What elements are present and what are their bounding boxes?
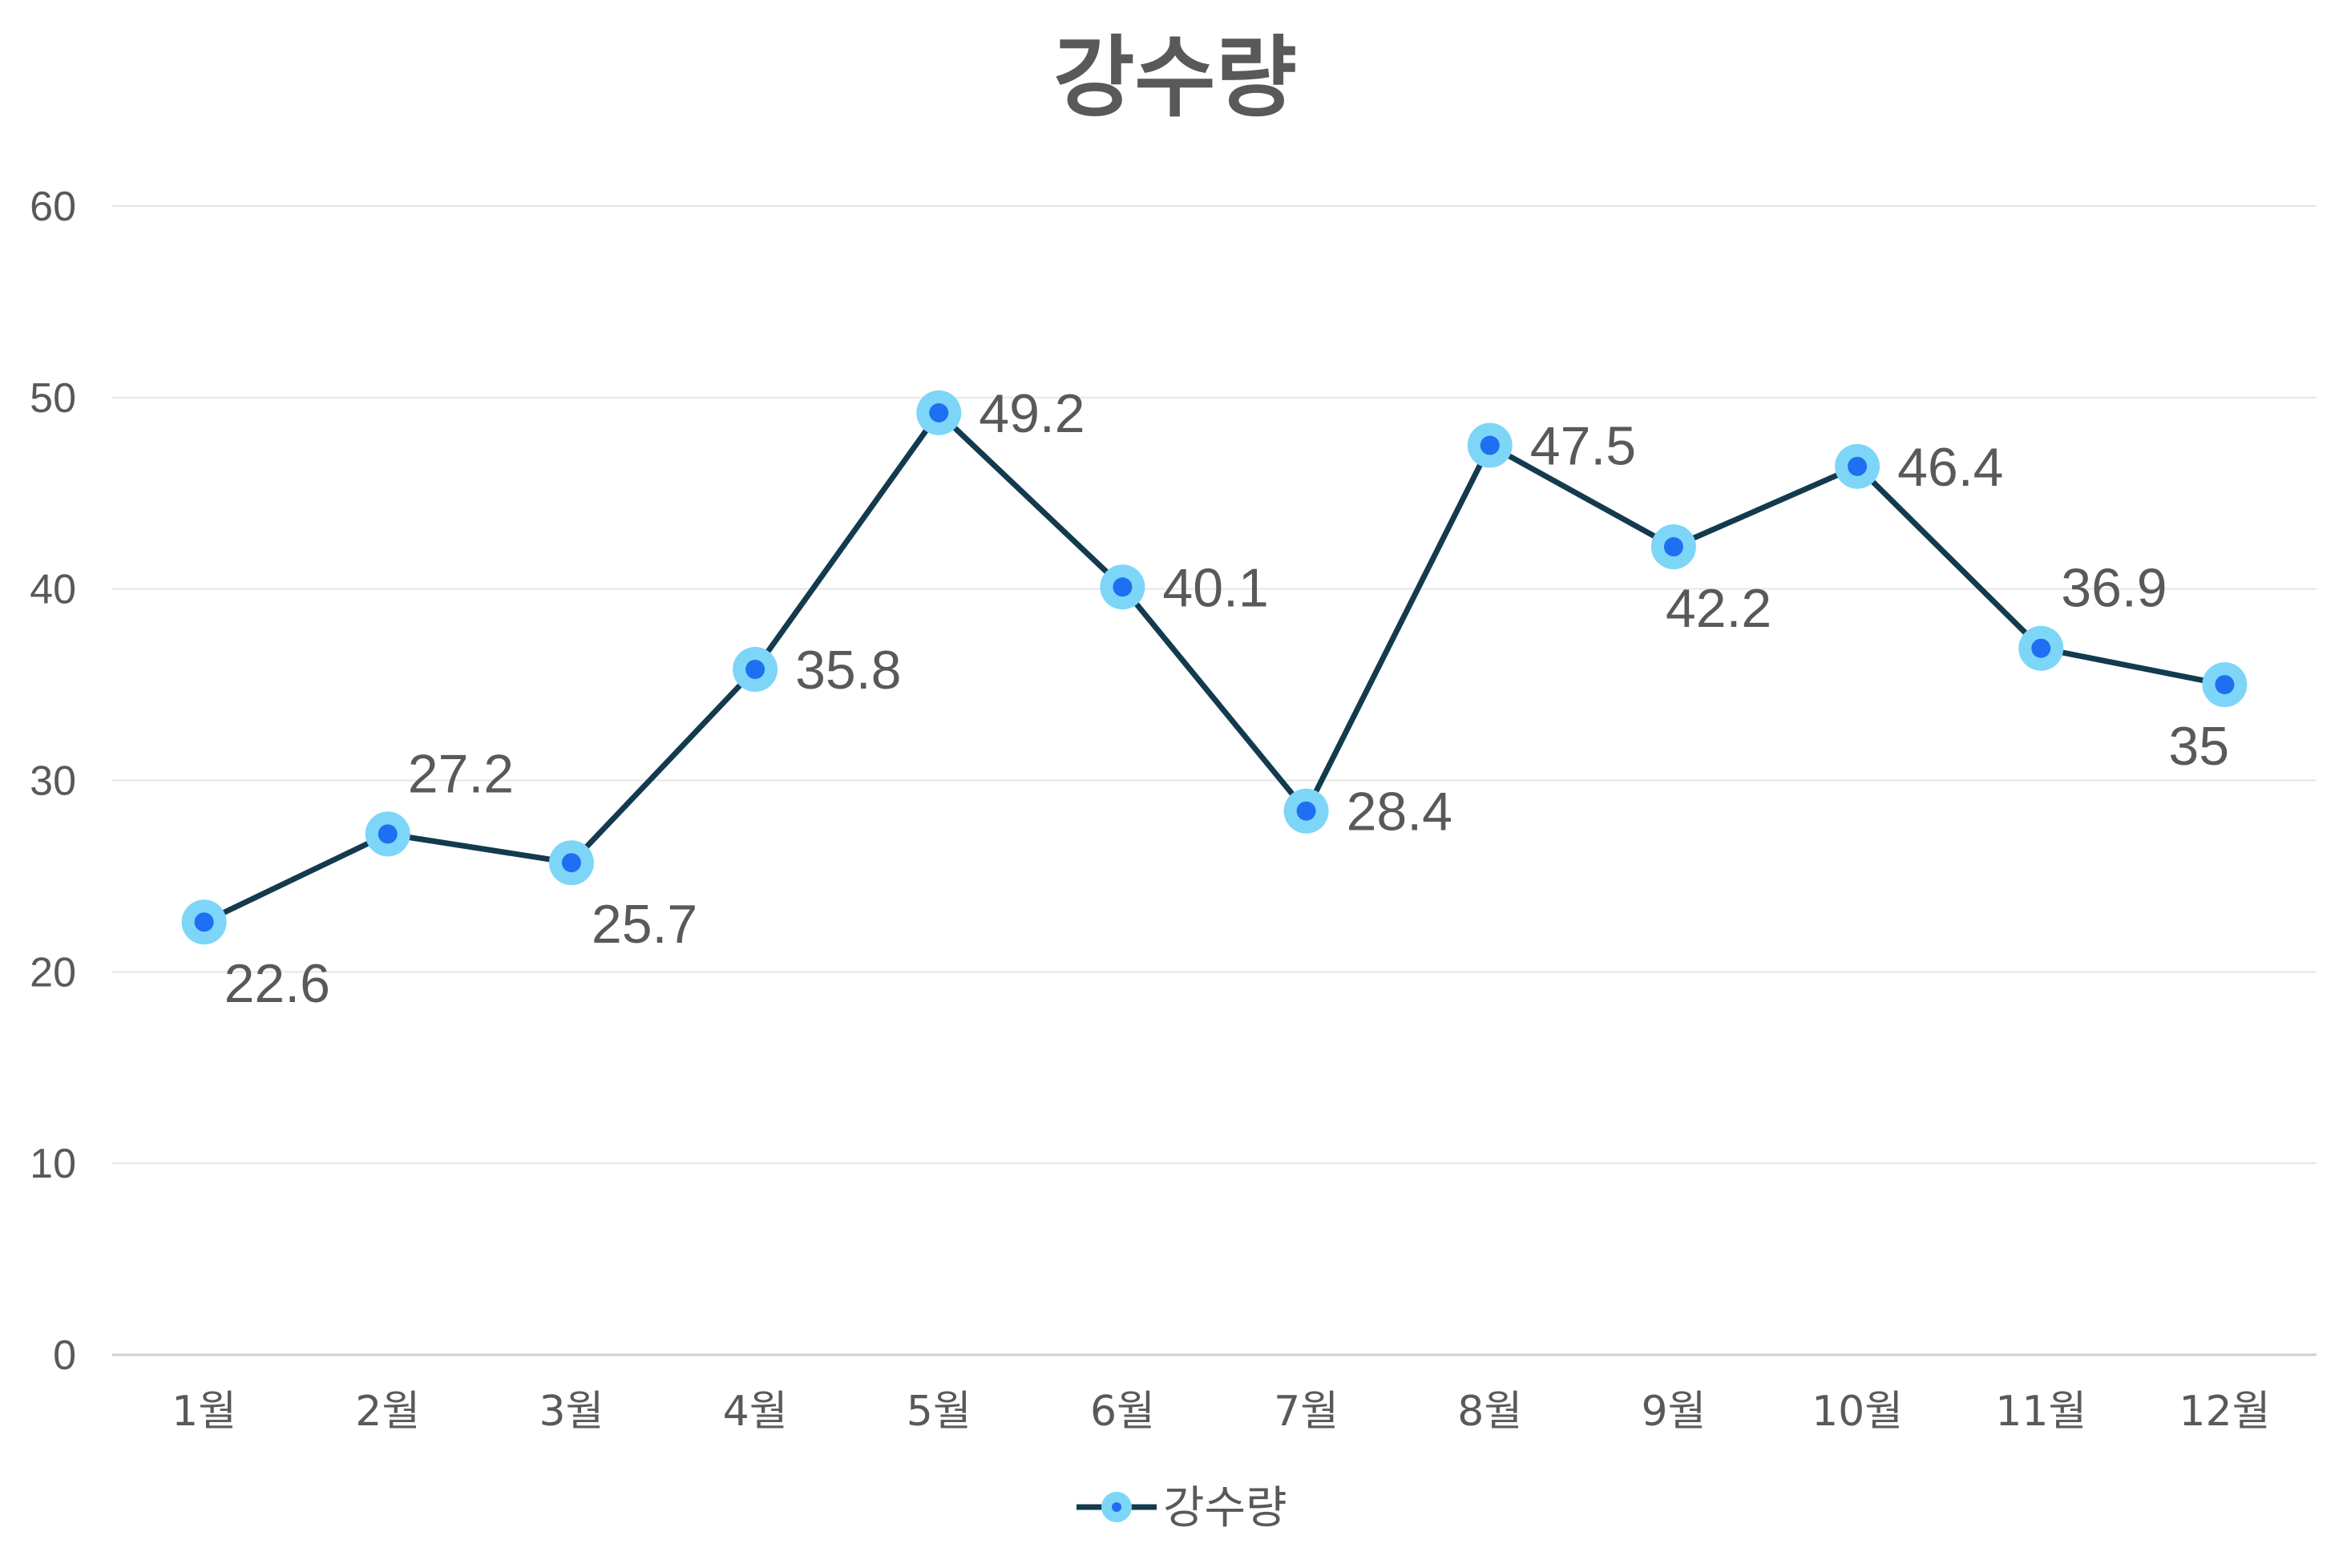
y-tick-label: 0 [53, 1332, 76, 1379]
x-tick-label: 5월 [907, 1388, 972, 1436]
y-tick-label: 10 [30, 1141, 76, 1187]
x-tick-label: 9월 [1641, 1388, 1706, 1436]
data-point-marker[interactable] [733, 646, 778, 692]
data-point-marker[interactable] [2018, 625, 2064, 671]
data-label: 47.5 [1530, 416, 1636, 477]
x-tick-label: 8월 [1457, 1388, 1522, 1436]
y-tick-label: 60 [30, 184, 76, 230]
marker-inner [1480, 435, 1500, 455]
marker-inner [2215, 675, 2235, 695]
marker-inner [745, 659, 765, 679]
legend-marker-dot-icon [1112, 1502, 1121, 1512]
x-tick-label: 11월 [1995, 1388, 2086, 1436]
series-raincount [181, 390, 2248, 945]
data-label: 42.2 [1666, 578, 1771, 639]
data-label: 25.7 [592, 894, 697, 955]
data-point-marker[interactable] [181, 899, 227, 945]
marker-inner [929, 402, 949, 422]
y-tick-label: 20 [30, 949, 76, 996]
data-labels: 22.6 27.2 25.7 35.8 49.2 40.1 28.4 47.5 42.2 46.4… [224, 383, 2229, 1014]
data-label: 35.8 [795, 640, 901, 701]
data-label: 27.2 [408, 743, 514, 804]
x-tick-label: 4월 [723, 1388, 788, 1436]
marker-inner [378, 824, 398, 844]
data-label: 49.2 [979, 383, 1085, 444]
chart-title: 강수량 [1053, 26, 1297, 129]
series-line [201, 410, 2228, 925]
data-point-marker[interactable] [1650, 524, 1696, 570]
data-label: 28.4 [1347, 782, 1452, 843]
data-point-marker[interactable] [916, 390, 962, 435]
marker-inner [561, 853, 581, 873]
y-tick-label: 30 [30, 758, 76, 805]
data-label: 22.6 [224, 953, 330, 1014]
legend-label: 강수량 [1163, 1482, 1287, 1534]
marker-inner [1296, 801, 1316, 821]
x-tick-label: 1월 [172, 1388, 236, 1436]
y-tick-label: 40 [30, 567, 76, 613]
data-point-marker[interactable] [1467, 422, 1513, 468]
x-tick-label: 6월 [1090, 1388, 1155, 1436]
data-point-marker[interactable] [365, 811, 410, 857]
marker-inner [1113, 577, 1133, 597]
data-label: 40.1 [1162, 557, 1268, 618]
data-point-marker[interactable] [1283, 788, 1329, 834]
y-axis: 0 10 20 30 40 50 60 [30, 184, 76, 1379]
data-point-marker[interactable] [2202, 662, 2248, 708]
legend[interactable]: 강수량 [1077, 1482, 1287, 1534]
data-label: 46.4 [1897, 437, 2003, 498]
marker-inner [2031, 638, 2051, 658]
x-tick-label: 2월 [355, 1388, 420, 1436]
y-tick-label: 50 [30, 375, 76, 422]
data-point-marker[interactable] [1835, 443, 1880, 489]
marker-inner [1663, 537, 1683, 557]
x-tick-label: 3월 [539, 1388, 604, 1436]
x-tick-label: 7월 [1274, 1388, 1339, 1436]
data-point-marker[interactable] [1100, 564, 1145, 610]
data-point-marker[interactable] [548, 840, 594, 886]
data-label: 36.9 [2061, 558, 2167, 619]
data-label: 35 [2168, 716, 2229, 777]
marker-inner [1848, 456, 1868, 476]
gridlines [112, 205, 2317, 1165]
marker-inner [194, 912, 214, 932]
x-axis: 1월 2월 3월 4월 5월 6월 7월 8월 9월 10월 11월 12월 [112, 1353, 2317, 1436]
x-tick-label: 12월 [2179, 1388, 2270, 1436]
x-tick-label: 10월 [1812, 1388, 1903, 1436]
